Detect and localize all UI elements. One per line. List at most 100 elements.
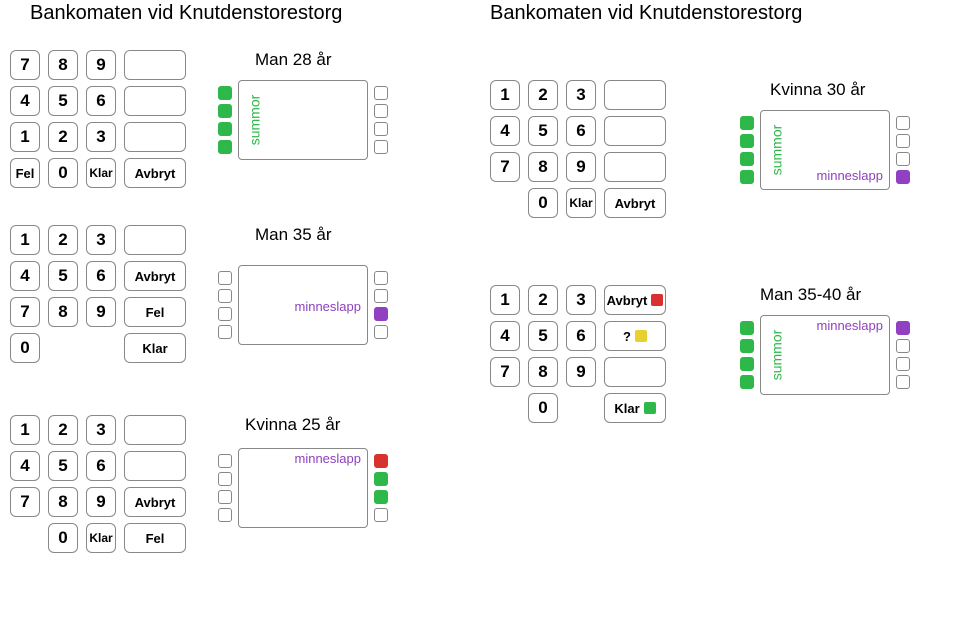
key-avbryt[interactable]: Avbryt xyxy=(604,285,666,315)
key-5[interactable]: 5 xyxy=(48,86,78,116)
key-fel[interactable]: Fel xyxy=(124,297,186,327)
side-btn[interactable] xyxy=(218,490,232,504)
key-4[interactable]: 4 xyxy=(10,451,40,481)
key-9[interactable]: 9 xyxy=(86,487,116,517)
key-klar[interactable]: Klar xyxy=(566,188,596,218)
key-8[interactable]: 8 xyxy=(48,50,78,80)
key-2[interactable]: 2 xyxy=(528,285,558,315)
key-3[interactable]: 3 xyxy=(86,225,116,255)
side-btn[interactable] xyxy=(896,321,910,335)
side-btn[interactable] xyxy=(374,86,388,100)
key-4[interactable]: 4 xyxy=(10,261,40,291)
key-7[interactable]: 7 xyxy=(490,357,520,387)
side-btn[interactable] xyxy=(218,122,232,136)
key-6[interactable]: 6 xyxy=(86,86,116,116)
key-klar[interactable]: Klar xyxy=(604,393,666,423)
key-blank[interactable] xyxy=(604,116,666,146)
key-question[interactable]: ? xyxy=(604,321,666,351)
key-avbryt[interactable]: Avbryt xyxy=(124,487,186,517)
key-2[interactable]: 2 xyxy=(48,122,78,152)
key-blank[interactable] xyxy=(124,86,186,116)
key-avbryt[interactable]: Avbryt xyxy=(124,261,186,291)
key-blank[interactable] xyxy=(604,152,666,182)
key-fel[interactable]: Fel xyxy=(124,523,186,553)
side-btn[interactable] xyxy=(218,104,232,118)
key-3[interactable]: 3 xyxy=(566,80,596,110)
key-blank[interactable] xyxy=(124,451,186,481)
key-1[interactable]: 1 xyxy=(10,415,40,445)
side-btn[interactable] xyxy=(896,170,910,184)
key-blank[interactable] xyxy=(604,357,666,387)
key-0[interactable]: 0 xyxy=(528,188,558,218)
side-btn[interactable] xyxy=(374,140,388,154)
key-6[interactable]: 6 xyxy=(566,116,596,146)
key-5[interactable]: 5 xyxy=(48,261,78,291)
key-3[interactable]: 3 xyxy=(566,285,596,315)
key-0[interactable]: 0 xyxy=(10,333,40,363)
key-5[interactable]: 5 xyxy=(528,116,558,146)
side-btn[interactable] xyxy=(218,307,232,321)
side-btn[interactable] xyxy=(374,271,388,285)
side-btn[interactable] xyxy=(374,307,388,321)
key-blank[interactable] xyxy=(124,415,186,445)
side-btn[interactable] xyxy=(374,472,388,486)
key-2[interactable]: 2 xyxy=(48,415,78,445)
key-2[interactable]: 2 xyxy=(528,80,558,110)
key-7[interactable]: 7 xyxy=(10,50,40,80)
key-avbryt[interactable]: Avbryt xyxy=(124,158,186,188)
key-4[interactable]: 4 xyxy=(490,116,520,146)
side-btn[interactable] xyxy=(374,508,388,522)
side-btn[interactable] xyxy=(740,357,754,371)
key-1[interactable]: 1 xyxy=(10,122,40,152)
key-8[interactable]: 8 xyxy=(528,152,558,182)
side-btn[interactable] xyxy=(374,104,388,118)
key-8[interactable]: 8 xyxy=(48,297,78,327)
side-btn[interactable] xyxy=(218,289,232,303)
key-2[interactable]: 2 xyxy=(48,225,78,255)
key-1[interactable]: 1 xyxy=(10,225,40,255)
key-klar[interactable]: Klar xyxy=(124,333,186,363)
side-btn[interactable] xyxy=(218,325,232,339)
key-avbryt[interactable]: Avbryt xyxy=(604,188,666,218)
key-8[interactable]: 8 xyxy=(528,357,558,387)
side-btn[interactable] xyxy=(218,508,232,522)
side-btn[interactable] xyxy=(374,289,388,303)
side-btn[interactable] xyxy=(374,454,388,468)
side-btn[interactable] xyxy=(740,152,754,166)
side-btn[interactable] xyxy=(896,339,910,353)
side-btn[interactable] xyxy=(218,271,232,285)
key-blank[interactable] xyxy=(124,225,186,255)
key-4[interactable]: 4 xyxy=(10,86,40,116)
key-9[interactable]: 9 xyxy=(566,357,596,387)
side-btn[interactable] xyxy=(374,122,388,136)
key-7[interactable]: 7 xyxy=(10,297,40,327)
key-7[interactable]: 7 xyxy=(10,487,40,517)
key-6[interactable]: 6 xyxy=(86,261,116,291)
key-blank[interactable] xyxy=(124,122,186,152)
key-1[interactable]: 1 xyxy=(490,80,520,110)
key-3[interactable]: 3 xyxy=(86,122,116,152)
key-9[interactable]: 9 xyxy=(86,297,116,327)
side-btn[interactable] xyxy=(740,375,754,389)
key-klar[interactable]: Klar xyxy=(86,523,116,553)
key-9[interactable]: 9 xyxy=(86,50,116,80)
side-btn[interactable] xyxy=(896,357,910,371)
side-btn[interactable] xyxy=(896,134,910,148)
key-5[interactable]: 5 xyxy=(48,451,78,481)
side-btn[interactable] xyxy=(740,339,754,353)
side-btn[interactable] xyxy=(740,321,754,335)
key-4[interactable]: 4 xyxy=(490,321,520,351)
key-9[interactable]: 9 xyxy=(566,152,596,182)
side-btn[interactable] xyxy=(740,134,754,148)
side-btn[interactable] xyxy=(218,140,232,154)
key-0[interactable]: 0 xyxy=(528,393,558,423)
key-fel[interactable]: Fel xyxy=(10,158,40,188)
key-0[interactable]: 0 xyxy=(48,523,78,553)
key-blank[interactable] xyxy=(124,50,186,80)
side-btn[interactable] xyxy=(896,152,910,166)
key-3[interactable]: 3 xyxy=(86,415,116,445)
key-klar[interactable]: Klar xyxy=(86,158,116,188)
key-1[interactable]: 1 xyxy=(490,285,520,315)
key-7[interactable]: 7 xyxy=(490,152,520,182)
side-btn[interactable] xyxy=(896,375,910,389)
